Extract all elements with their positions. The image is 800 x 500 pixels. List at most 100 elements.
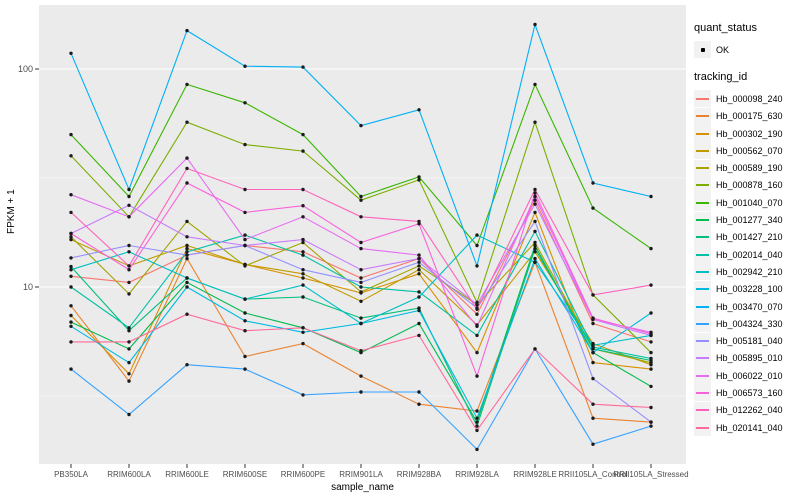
data-point — [591, 442, 595, 446]
data-point — [649, 350, 653, 355]
data-point — [649, 283, 653, 287]
data-point — [243, 297, 247, 301]
data-point — [359, 390, 363, 394]
series-points-Hb_001040_070 — [69, 82, 653, 251]
data-point — [69, 304, 73, 308]
legend-entry-Hb_001427_210: Hb_001427_210 — [694, 228, 800, 246]
legend-key-box — [694, 263, 711, 281]
legend-key-box — [694, 401, 711, 419]
data-point — [243, 264, 247, 268]
axes: PB350LA RRIM600LA RRIM600LE RRIM600SE RRIM60… — [18, 64, 689, 479]
data-point — [417, 268, 421, 272]
data-point — [417, 290, 421, 294]
data-point — [475, 243, 479, 248]
data-point — [359, 246, 363, 251]
legend-key-box — [694, 367, 711, 385]
data-point — [475, 307, 479, 311]
legend-entry-label: Hb_004324_330 — [716, 318, 783, 329]
data-point — [417, 333, 421, 338]
legend-entry-Hb_000562_070: Hb_000562_070 — [694, 142, 800, 160]
data-point — [127, 203, 131, 207]
data-point — [69, 154, 73, 158]
data-point — [591, 350, 595, 355]
data-point — [185, 363, 189, 367]
legend-key-box — [694, 384, 711, 402]
data-point — [127, 326, 131, 330]
legend-entry-Hb_000175_630: Hb_000175_630 — [694, 107, 800, 125]
data-point — [533, 194, 537, 199]
data-point — [185, 219, 189, 224]
data-point — [649, 424, 653, 428]
data-point — [417, 390, 421, 394]
legend-entry-Hb_005181_040: Hb_005181_040 — [694, 332, 800, 350]
data-point — [417, 306, 421, 310]
line-swatch-icon — [696, 184, 709, 187]
series-points-Hb_000302_190 — [69, 210, 653, 376]
data-point — [243, 354, 247, 359]
legend-entry-Hb_003470_070: Hb_003470_070 — [694, 298, 800, 315]
data-point — [127, 292, 131, 296]
data-point — [417, 108, 421, 112]
y-axis-title: FPKM + 1 — [6, 189, 17, 234]
legend-entry-label: OK — [716, 44, 730, 55]
data-point — [591, 343, 595, 347]
data-point — [301, 132, 305, 137]
legend-entry-label: Hb_002014_040 — [716, 249, 783, 260]
data-point — [185, 250, 189, 254]
legend-entry-label: Hb_002942_210 — [716, 266, 783, 277]
series-points-Hb_003228_100 — [69, 256, 653, 420]
data-point — [359, 215, 363, 219]
line-swatch-icon — [696, 374, 709, 377]
x-tick-label-RRII105LA_Control: RRII105LA_Control — [558, 470, 628, 479]
legend-entry-Hb_001277_340: Hb_001277_340 — [694, 211, 800, 229]
data-point — [301, 283, 305, 287]
line-swatch-icon — [696, 322, 709, 325]
data-point — [417, 264, 421, 268]
legend-key-box — [694, 107, 711, 125]
x-tick-label-PB350LA: PB350LA — [54, 470, 88, 479]
data-point — [649, 246, 653, 251]
data-point — [591, 293, 595, 297]
legend-entry-Hb_001040_070: Hb_001040_070 — [694, 194, 800, 212]
data-point — [301, 149, 305, 153]
data-point — [301, 276, 305, 280]
legend-entry-label: Hb_005895_010 — [716, 353, 783, 364]
legend-entry-Hb_004324_330: Hb_004324_330 — [694, 315, 800, 333]
legend-key-box — [694, 159, 711, 177]
line-swatch-icon — [696, 201, 709, 204]
legend-key-box — [694, 298, 711, 315]
legend-key-box — [694, 246, 711, 264]
line-swatch-icon — [696, 391, 709, 394]
data-point — [533, 22, 537, 27]
line-swatch-icon — [696, 97, 709, 100]
data-point — [69, 231, 73, 236]
data-point — [533, 246, 537, 251]
data-point — [359, 321, 363, 326]
data-point — [243, 329, 247, 333]
data-point — [243, 233, 247, 237]
data-point — [417, 402, 421, 406]
data-point — [533, 187, 537, 192]
x-tick-label-RRIM600PE: RRIM600PE — [281, 470, 325, 479]
data-point — [69, 210, 73, 215]
data-point — [185, 181, 189, 185]
data-point — [475, 312, 479, 316]
data-point — [127, 243, 131, 248]
line-swatch-icon — [696, 149, 709, 152]
data-point — [475, 264, 479, 268]
legend-entry-Hb_020141_040: Hb_020141_040 — [694, 419, 800, 437]
series-points-Hb_005181_040 — [69, 219, 653, 424]
data-point — [243, 187, 247, 192]
data-point — [649, 367, 653, 371]
legend-entry-label: Hb_020141_040 — [716, 422, 783, 433]
data-point — [649, 356, 653, 361]
legend-entry-label: Hb_005181_040 — [716, 336, 783, 347]
point-icon — [700, 47, 705, 52]
data-point — [591, 376, 595, 381]
data-point — [185, 120, 189, 124]
data-point — [185, 166, 189, 171]
data-point — [127, 379, 131, 383]
x-tick-label-RRIM928LE: RRIM928LE — [513, 470, 557, 479]
legend-entry-label: Hb_000878_160 — [716, 180, 783, 191]
